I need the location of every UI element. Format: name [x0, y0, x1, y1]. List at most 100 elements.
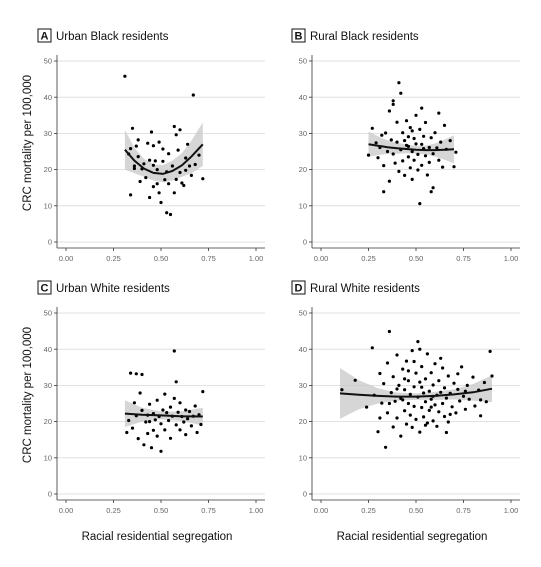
data-point-12 [144, 176, 148, 180]
y-tick-label-30: 30 [299, 129, 307, 138]
fit-line [339, 387, 493, 398]
data-point-18 [151, 185, 155, 189]
data-point-33 [412, 385, 416, 389]
fit-line [124, 412, 203, 418]
data-point-20 [155, 398, 159, 402]
x-tick-label-2: 0.50 [154, 254, 169, 263]
data-point-20 [401, 131, 405, 135]
data-point-73 [456, 387, 460, 391]
data-point-103 [444, 430, 448, 435]
data-point-48 [195, 430, 199, 435]
data-point-102 [418, 347, 422, 351]
data-point-61 [439, 390, 443, 394]
panel-b: 0 10 20 30 40 50 0.00 0.25 0.50 0.75 1.00 B Rural Bl… [291, 28, 520, 263]
data-point-96 [395, 387, 399, 391]
data-point-37 [178, 428, 182, 432]
data-point-25 [404, 119, 409, 123]
data-point-68 [446, 420, 450, 424]
data-point-23 [159, 449, 163, 453]
data-point-98 [387, 401, 391, 406]
data-point-48 [427, 160, 431, 164]
data-point-40 [418, 430, 422, 434]
data-point-3 [376, 156, 380, 160]
data-point-41 [420, 163, 424, 167]
data-point-14 [146, 431, 150, 436]
data-point-9 [140, 408, 144, 412]
data-point-31 [410, 177, 414, 181]
data-point-18 [397, 81, 401, 85]
data-point-26 [163, 428, 167, 432]
data-point-52 [172, 191, 176, 195]
y-tick-label-50: 50 [299, 57, 307, 66]
data-point-69 [406, 144, 410, 148]
data-point-45 [423, 120, 428, 125]
data-point-75 [460, 365, 464, 369]
data-point-30 [167, 182, 171, 186]
y-tick-label-20: 20 [44, 165, 52, 174]
x-tick-label-1: 0.25 [106, 254, 121, 263]
data-point-26 [404, 359, 409, 363]
data-point-5 [132, 164, 136, 168]
x-tick-label-4: 1.00 [504, 254, 519, 263]
data-point-17 [151, 144, 155, 148]
data-point-24 [403, 388, 407, 392]
data-point-36 [176, 410, 180, 414]
x-tick-label-3: 0.75 [456, 254, 471, 263]
y-tick-label-10: 10 [299, 201, 307, 210]
data-point-34 [412, 404, 416, 408]
data-point-56 [439, 140, 443, 144]
data-point-19 [153, 418, 157, 422]
data-point-34 [172, 396, 176, 400]
y-tick-label-40: 40 [299, 345, 307, 354]
data-point-91 [439, 356, 443, 360]
data-point-2 [129, 147, 133, 151]
data-point-12 [387, 329, 391, 334]
data-point-104 [403, 377, 407, 381]
data-point-11 [385, 411, 390, 415]
x-tick-label-0: 0.00 [59, 254, 74, 263]
x-tick-label-3: 0.75 [456, 506, 471, 515]
data-point-54 [437, 158, 441, 162]
x-tick-label-0: 0.00 [314, 506, 329, 515]
x-tick-label-3: 0.75 [201, 506, 216, 515]
data-point-41 [184, 408, 188, 412]
data-point-5 [380, 133, 384, 137]
y-tick-label-30: 30 [44, 129, 52, 138]
data-point-101 [378, 416, 382, 420]
data-point-0 [123, 74, 127, 78]
data-point-86 [488, 349, 492, 353]
data-point-16 [395, 140, 399, 144]
y-tick-label-50: 50 [44, 57, 52, 66]
data-point-59 [437, 379, 441, 383]
data-point-12 [391, 152, 395, 156]
data-point-58 [442, 123, 447, 127]
panel-letter: C [41, 283, 49, 295]
data-point-29 [408, 126, 412, 130]
data-point-48 [425, 421, 429, 425]
data-point-63 [382, 190, 386, 194]
y-tick-label-0: 0 [48, 490, 52, 499]
data-point-32 [168, 212, 173, 217]
data-point-24 [159, 422, 163, 426]
data-point-38 [178, 128, 182, 132]
data-point-88 [401, 398, 405, 402]
data-point-4 [129, 193, 133, 197]
data-point-95 [448, 412, 452, 416]
data-point-13 [146, 141, 150, 145]
data-point-64 [391, 99, 395, 103]
data-point-56 [433, 362, 437, 366]
data-point-90 [429, 405, 433, 409]
data-point-15 [391, 375, 395, 379]
data-point-76 [461, 394, 466, 398]
y-tick-label-0: 0 [48, 238, 52, 247]
data-point-43 [422, 391, 426, 395]
data-point-9 [387, 109, 391, 113]
data-point-49 [197, 153, 201, 157]
panel-letter-box [37, 280, 52, 295]
data-point-1 [353, 378, 357, 382]
data-point-24 [159, 200, 163, 205]
data-point-29 [165, 211, 169, 215]
data-point-8 [136, 155, 140, 159]
data-point-21 [399, 434, 403, 438]
x-axis-label-left: Racial residential segregation [82, 531, 233, 543]
